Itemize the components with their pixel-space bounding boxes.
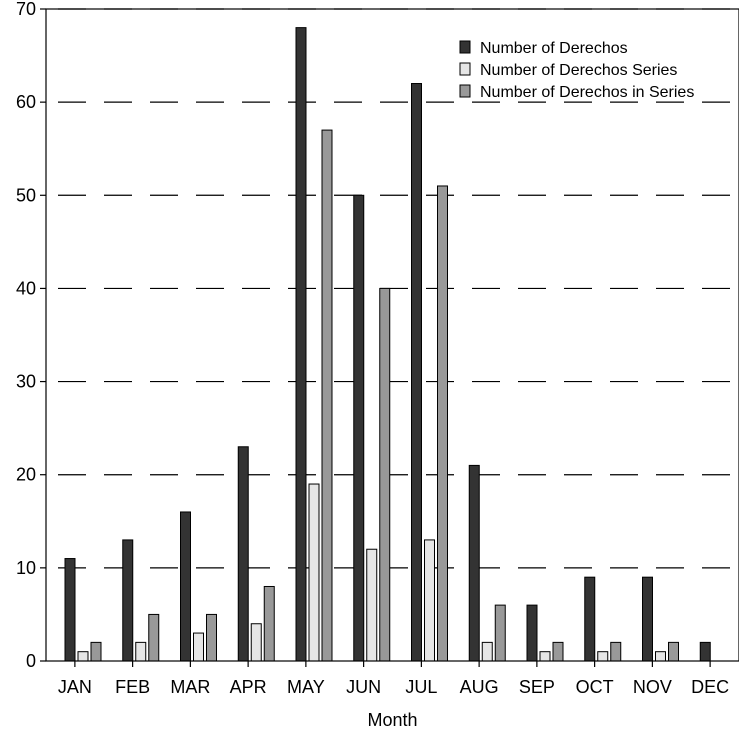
bar-jul-series-3	[437, 185, 448, 662]
x-tick-label-apr: APR	[230, 677, 267, 697]
bar-aug-series-3	[494, 604, 506, 662]
legend-swatch-3	[459, 84, 471, 98]
bar-sep-series-3	[552, 641, 564, 662]
bar-apr-series-2	[250, 623, 262, 662]
y-tick-label-50: 50	[16, 185, 36, 205]
x-axis: JAN FEB MAR APR MAY JUN JUL AUG SEP OCT NOV DEC	[58, 661, 729, 697]
bar-jan-series-3	[90, 641, 102, 662]
bar-oct-series-2	[597, 651, 609, 662]
y-tick-label-30: 30	[16, 372, 36, 392]
bar-mar-series-1	[180, 511, 191, 662]
bar-jan-series-1	[64, 558, 76, 662]
bar-jul-series-2	[424, 539, 435, 662]
x-tick-label-feb: FEB	[115, 677, 150, 697]
legend-swatch-1	[459, 40, 471, 54]
x-tick-label-jan: JAN	[58, 677, 92, 697]
bar-feb-series-2	[135, 641, 147, 662]
bar-jun-series-3	[379, 287, 391, 662]
x-tick-label-nov: NOV	[633, 677, 672, 697]
bar-oct-series-1	[584, 576, 596, 662]
bar-jul-series-1	[411, 83, 422, 662]
bar-apr-series-1	[237, 446, 249, 662]
legend-swatch-2	[459, 62, 471, 76]
legend: Number of Derechos Number of Derechos Ser…	[459, 40, 694, 101]
x-tick-label-dec: DEC	[691, 677, 729, 697]
y-tick-label-0: 0	[26, 651, 36, 671]
x-tick-label-jul: JUL	[405, 677, 437, 697]
bars	[64, 27, 711, 662]
bar-jun-series-1	[353, 194, 365, 662]
y-axis: 0 10 20 30 40 50 60 70	[16, 0, 46, 671]
x-tick-label-jun: JUN	[346, 677, 381, 697]
bar-may-series-3	[321, 129, 333, 662]
legend-label-3: Number of Derechos in Series	[480, 84, 694, 101]
y-tick-label-70: 70	[16, 0, 36, 19]
y-tick-label-60: 60	[16, 92, 36, 112]
bar-feb-series-3	[148, 613, 160, 662]
bar-aug-series-2	[481, 641, 493, 662]
x-tick-label-may: MAY	[287, 677, 325, 697]
bar-apr-series-3	[263, 585, 275, 662]
bar-may-series-1	[295, 27, 307, 662]
bar-jun-series-2	[366, 548, 378, 662]
x-tick-label-sep: SEP	[519, 677, 555, 697]
bar-mar-series-3	[206, 613, 217, 662]
bar-may-series-2	[308, 483, 320, 662]
x-axis-title: Month	[367, 710, 417, 730]
bar-dec-series-1	[699, 641, 711, 662]
y-tick-label-10: 10	[16, 558, 36, 578]
bar-sep-series-1	[526, 604, 538, 662]
bar-aug-series-1	[468, 464, 480, 662]
y-tick-label-40: 40	[16, 278, 36, 298]
bar-nov-series-3	[668, 641, 679, 662]
y-tick-label-20: 20	[16, 465, 36, 485]
legend-label-1: Number of Derechos	[480, 40, 628, 57]
legend-label-2: Number of Derechos Series	[480, 62, 677, 79]
bar-mar-series-2	[193, 632, 204, 662]
x-tick-label-oct: OCT	[576, 677, 614, 697]
x-tick-label-mar: MAR	[170, 677, 210, 697]
bar-nov-series-1	[642, 576, 653, 662]
bar-oct-series-3	[610, 641, 622, 662]
bar-feb-series-1	[122, 539, 134, 662]
bar-nov-series-2	[655, 651, 666, 662]
x-tick-label-aug: AUG	[460, 677, 499, 697]
bar-jan-series-2	[77, 651, 89, 662]
plot-frame	[45, 8, 739, 662]
bar-sep-series-2	[539, 651, 551, 662]
